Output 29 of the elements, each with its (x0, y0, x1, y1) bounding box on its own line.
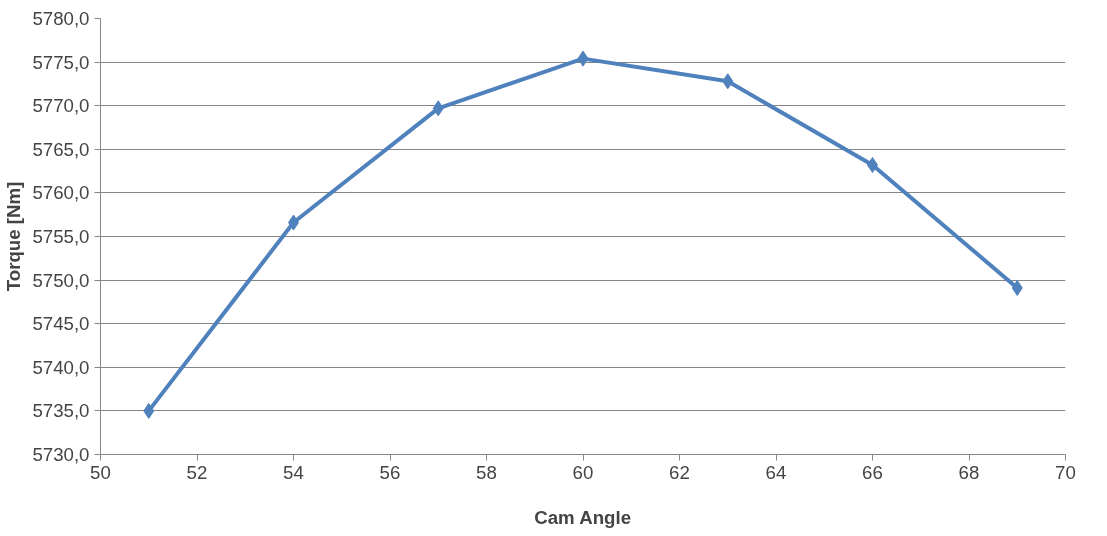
x-tick-label: 66 (862, 461, 883, 483)
y-tick-label: 5730,0 (32, 444, 90, 465)
x-tick-label: 68 (958, 461, 980, 483)
y-axis-title: Torque [Nm] (3, 181, 25, 292)
y-tick-label: 5740,0 (32, 356, 90, 378)
x-tick-label: 54 (283, 461, 304, 483)
x-tick-label: 58 (476, 461, 497, 483)
y-tick-label: 5750,0 (32, 269, 90, 291)
point (143, 402, 155, 419)
y-tick-label: 5775,0 (32, 51, 90, 73)
point (577, 50, 589, 67)
y-tick-label: 5755,0 (32, 226, 90, 247)
x-tick-label: 60 (572, 461, 594, 483)
x-tick-label: 50 (90, 461, 111, 483)
x-tick-label: 70 (1055, 461, 1076, 483)
y-tick-label: 5780,0 (32, 8, 90, 29)
y-tick-label: 5745,0 (32, 313, 90, 335)
x-axis-title: Cam Angle (534, 506, 632, 528)
x-tick-label: 64 (765, 461, 787, 483)
point (722, 73, 734, 90)
x-tick-label: 62 (669, 461, 690, 483)
y-tick-label: 5770,0 (32, 95, 90, 117)
point (1011, 279, 1023, 296)
point (432, 100, 444, 117)
x-tick-label: 56 (379, 461, 401, 483)
y-tick-label: 5735,0 (32, 400, 90, 422)
y-tick-label: 5765,0 (32, 138, 90, 160)
x-tick-label: 52 (186, 461, 208, 483)
y-tick-label: 5760,0 (32, 182, 90, 204)
